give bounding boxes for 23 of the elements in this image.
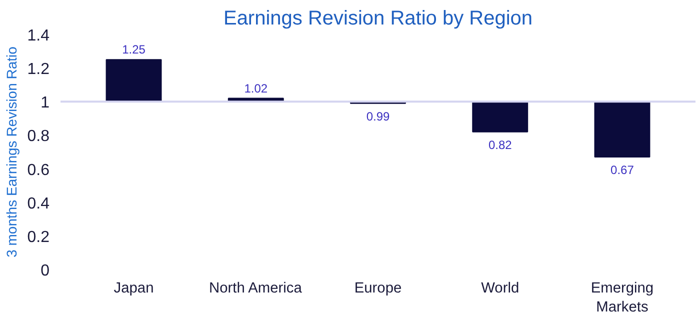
y-tick-label: 0.2 bbox=[27, 228, 50, 246]
data-label: 0.99 bbox=[366, 109, 390, 124]
y-tick-label: 1 bbox=[40, 94, 50, 112]
y-tick-label: 1.4 bbox=[27, 28, 50, 44]
y-tick-label: 0.8 bbox=[27, 128, 50, 146]
data-label: 0.67 bbox=[610, 163, 634, 178]
x-tick-label: Japan bbox=[114, 280, 154, 296]
bar bbox=[106, 59, 162, 102]
x-tick-label: World bbox=[481, 280, 520, 296]
bar bbox=[594, 101, 650, 158]
data-label: 0.82 bbox=[488, 138, 512, 152]
y-tick-label: 0.4 bbox=[27, 195, 50, 212]
y-tick-label: 0.6 bbox=[27, 162, 50, 179]
y-axis-title: 3 months Earnings Revision Ratio bbox=[3, 46, 20, 258]
x-tick-label: North America bbox=[209, 280, 303, 296]
bar bbox=[472, 101, 528, 132]
data-label: 1.25 bbox=[122, 42, 146, 57]
x-tick-label: Emerging Markets bbox=[590, 280, 654, 316]
data-label: 1.02 bbox=[244, 81, 268, 96]
y-tick-label: 0 bbox=[40, 262, 50, 280]
x-tick-label: Europe bbox=[354, 280, 402, 296]
y-tick-label: 1.2 bbox=[27, 61, 50, 78]
chart-title: Earnings Revision Ratio by Region bbox=[223, 8, 533, 30]
